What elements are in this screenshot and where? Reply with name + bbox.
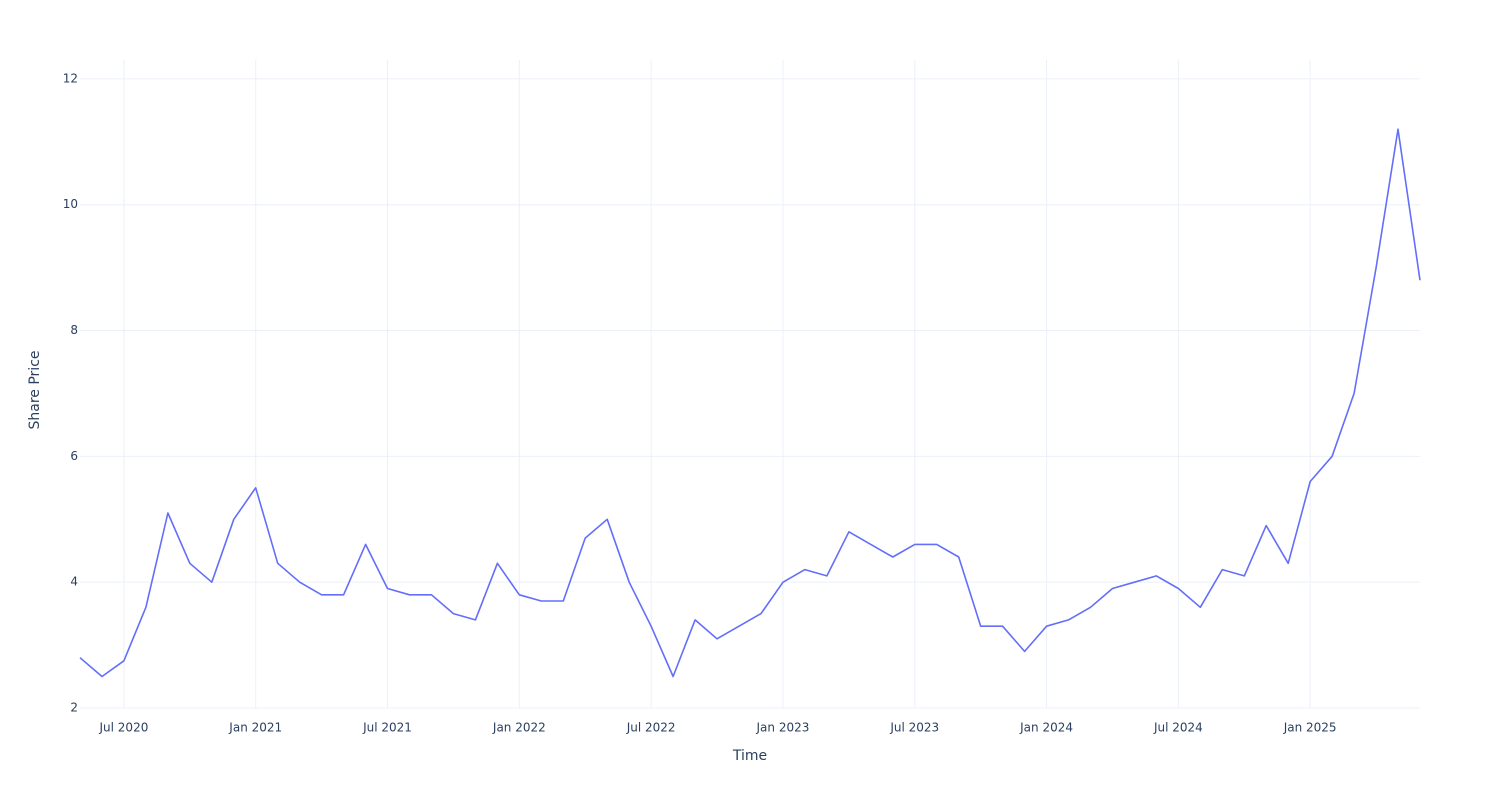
y-axis-title: Share Price <box>27 350 43 429</box>
x-tick-label: Jan 2022 <box>492 721 546 735</box>
price-line <box>79 128 1421 678</box>
y-tick-label: 10 <box>63 197 78 211</box>
x-tick-label: Jul 2021 <box>362 721 412 735</box>
x-tick-label: Jul 2022 <box>626 721 676 735</box>
x-tick-label: Jul 2024 <box>1153 721 1203 735</box>
y-tick-label: 8 <box>70 323 78 337</box>
y-tick-label: 4 <box>70 575 78 589</box>
y-tick-label: 2 <box>70 701 78 715</box>
x-axis-title: Time <box>732 748 767 764</box>
x-tick-label: Jan 2023 <box>756 721 810 735</box>
x-tick-label: Jul 2023 <box>889 721 939 735</box>
y-tick-label: 6 <box>70 449 78 463</box>
x-tick-label: Jul 2020 <box>99 721 149 735</box>
x-tick-label: Jan 2025 <box>1283 721 1337 735</box>
y-tick-label: 12 <box>63 71 78 85</box>
x-tick-label: Jan 2024 <box>1019 721 1073 735</box>
x-tick-label: Jan 2021 <box>228 721 282 735</box>
